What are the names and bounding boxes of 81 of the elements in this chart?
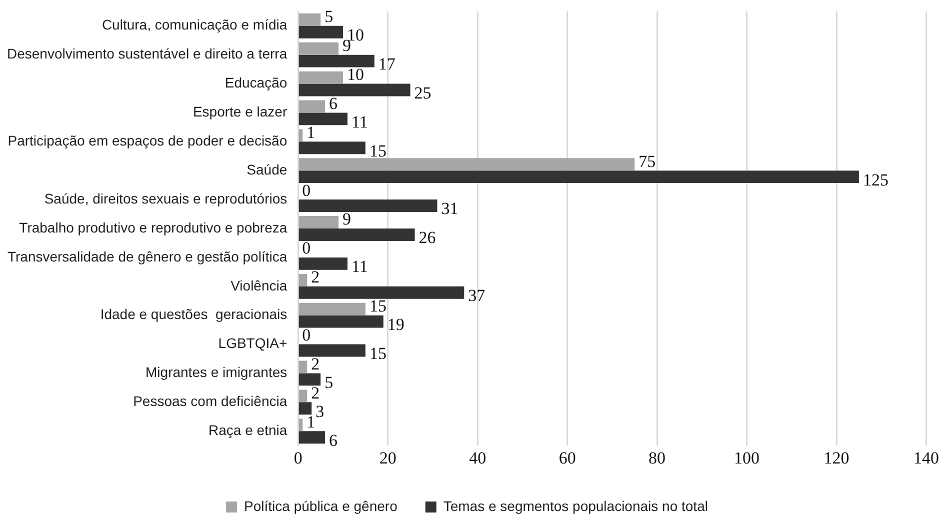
y-tick-label: Transversalidade de gênero e gestão política <box>7 248 288 264</box>
y-tick-label: Migrantes e imigrantes <box>146 364 288 380</box>
data-label: 17 <box>378 54 396 74</box>
x-tick-label: 60 <box>558 448 576 468</box>
data-label: 26 <box>418 228 436 248</box>
bar <box>298 200 438 212</box>
legend-label: Política pública e gênero <box>244 498 398 514</box>
bar <box>298 26 344 38</box>
x-tick-label: 100 <box>734 448 760 468</box>
bar <box>298 315 384 328</box>
data-label: 2 <box>311 268 320 287</box>
data-label: 37 <box>468 286 486 306</box>
y-tick-label: Saúde, direitos sexuais e reprodutórios <box>44 190 288 206</box>
bar <box>298 112 348 126</box>
bar <box>298 84 410 96</box>
bar <box>298 54 374 68</box>
data-label: 25 <box>414 83 432 102</box>
data-label: 15 <box>369 296 386 316</box>
bar <box>298 373 321 386</box>
data-label: 75 <box>638 152 656 171</box>
data-label: 0 <box>302 326 311 345</box>
data-label: 3 <box>316 402 324 421</box>
data-label: 10 <box>347 65 364 84</box>
x-tick-label: 140 <box>914 448 939 468</box>
bar <box>298 42 339 55</box>
data-label: 6 <box>329 430 338 450</box>
bar <box>298 390 308 402</box>
data-label: 1 <box>306 122 316 142</box>
data-label: 31 <box>441 199 458 218</box>
bar <box>298 13 321 26</box>
y-tick-label: Violência <box>230 277 288 294</box>
bar <box>298 431 326 444</box>
bar <box>298 158 635 171</box>
y-tick-label: Raça e etnia <box>208 422 288 438</box>
data-label: 5 <box>324 372 334 392</box>
bar <box>298 286 464 299</box>
x-tick-label: 120 <box>824 448 850 468</box>
data-label: 15 <box>369 344 386 363</box>
bar <box>298 302 366 316</box>
bar <box>298 142 366 154</box>
data-label: 0 <box>302 238 311 258</box>
data-label: 1 <box>306 412 316 432</box>
data-label: 5 <box>324 7 334 26</box>
y-tick-label: Esporte e lazer <box>192 104 288 120</box>
bar <box>298 170 859 184</box>
data-label: 11 <box>351 112 368 132</box>
data-label: 15 <box>369 141 386 160</box>
y-tick-label: LGBTQIA+ <box>218 335 288 352</box>
bar <box>298 360 308 374</box>
legend-label: Temas e segmentos populacionais no total <box>443 498 708 514</box>
data-label: 11 <box>351 257 368 276</box>
y-tick-label: Desenvolvimento sustentável e direito a terra <box>6 46 288 62</box>
x-tick-label: 80 <box>648 448 666 468</box>
y-tick-label: Saúde <box>246 161 288 178</box>
bar <box>298 216 339 228</box>
bar <box>298 257 348 270</box>
y-tick-label: Pessoas com deficiência <box>133 393 288 410</box>
data-label: 2 <box>311 383 320 402</box>
bar <box>298 274 308 286</box>
y-tick-label: Idade e questões geracionais <box>100 306 288 322</box>
bar <box>298 344 366 357</box>
data-label: 125 <box>862 170 888 190</box>
x-tick-label: 0 <box>294 448 302 468</box>
data-label: 9 <box>342 210 352 229</box>
bar <box>298 71 344 84</box>
bar <box>298 228 415 241</box>
bar <box>298 129 303 142</box>
data-label: 0 <box>302 180 311 200</box>
data-label: 19 <box>387 315 404 334</box>
bar <box>298 418 303 432</box>
x-tick-label: 40 <box>469 448 486 468</box>
data-label: 9 <box>342 36 352 56</box>
y-tick-label: Cultura, comunicação e mídia <box>102 16 288 33</box>
data-label: 6 <box>329 94 338 113</box>
bar <box>298 100 326 113</box>
bar <box>298 402 312 415</box>
data-label: 2 <box>311 354 320 374</box>
y-tick-label: Trabalho produtivo e reprodutivo e pobreza <box>19 219 288 236</box>
y-tick-label: Participação em espaços de poder e decisão <box>8 132 288 149</box>
y-tick-label: Educação <box>224 74 288 91</box>
x-tick-label: 20 <box>379 448 396 468</box>
